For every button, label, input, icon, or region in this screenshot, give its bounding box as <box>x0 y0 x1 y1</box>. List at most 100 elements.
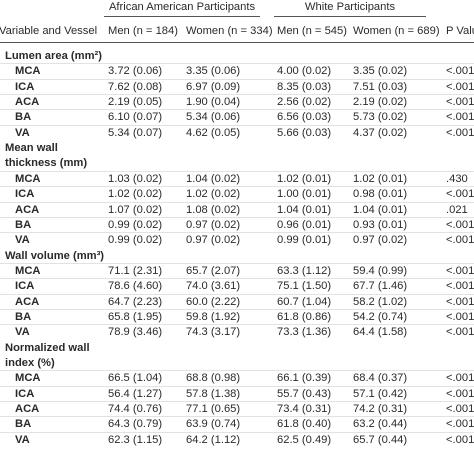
column-header: Women (n = 334) <box>186 25 273 37</box>
p-value: <.001 <box>446 295 474 308</box>
row-separator <box>0 78 474 80</box>
cell-value: 61.8 (0.86) <box>277 310 332 323</box>
row-separator <box>0 401 474 403</box>
cell-value: 3.35 (0.06) <box>186 65 241 78</box>
p-value: <.001 <box>446 326 474 339</box>
cell-value: 1.04 (0.01) <box>353 203 408 216</box>
cell-value: 77.1 (0.65) <box>186 403 241 416</box>
vessel-label: VA <box>15 433 30 446</box>
cell-value: 8.35 (0.03) <box>277 80 332 93</box>
cell-value: 73.3 (1.36) <box>277 326 332 339</box>
cell-value: 5.66 (0.03) <box>277 126 332 139</box>
vessel-label: ACA <box>15 295 40 308</box>
vessel-label: ACA <box>15 403 40 416</box>
p-value: <.001 <box>446 418 474 431</box>
cell-value: 54.2 (0.74) <box>353 310 408 323</box>
row-separator <box>0 370 474 372</box>
vessel-label: MCA <box>15 264 41 277</box>
cell-value: 62.3 (1.15) <box>108 433 163 446</box>
header-rule <box>0 42 474 43</box>
p-value: .430 <box>446 172 468 185</box>
row-separator <box>0 170 474 172</box>
row-separator <box>0 324 474 326</box>
vessel-label: BA <box>15 310 32 323</box>
cell-value: 0.98 (0.01) <box>353 188 408 201</box>
column-header: Men (n = 184) <box>108 25 178 37</box>
p-value: <.001 <box>446 433 474 446</box>
cell-value: 63.2 (0.44) <box>353 418 408 431</box>
row-separator <box>0 216 474 218</box>
cell-value: 74.0 (3.61) <box>186 280 241 293</box>
cell-value: 1.02 (0.02) <box>108 188 163 201</box>
cell-value: 3.72 (0.06) <box>108 65 163 78</box>
cell-value: 6.56 (0.03) <box>277 111 332 124</box>
cell-value: 64.4 (1.58) <box>353 326 408 339</box>
cell-value: 0.99 (0.02) <box>108 218 163 231</box>
section-title: thickness (mm) <box>5 157 88 170</box>
group-rule <box>104 16 260 17</box>
cell-value: 5.34 (0.07) <box>108 126 163 139</box>
cell-value: 1.08 (0.02) <box>186 203 241 216</box>
row-separator <box>0 278 474 280</box>
vessel-label: ICA <box>15 280 35 293</box>
row-separator <box>0 124 474 126</box>
cell-value: 74.2 (0.31) <box>353 403 408 416</box>
row-separator <box>0 385 474 387</box>
cell-value: 1.02 (0.01) <box>277 172 332 185</box>
cell-value: 73.4 (0.31) <box>277 403 332 416</box>
cell-value: 74.4 (0.76) <box>108 403 163 416</box>
row-separator <box>0 201 474 203</box>
p-value: <.001 <box>446 111 474 124</box>
cell-value: 2.56 (0.02) <box>277 96 332 109</box>
row-separator <box>0 293 474 295</box>
cell-value: 64.3 (0.79) <box>108 418 163 431</box>
cell-value: 64.2 (1.12) <box>186 433 241 446</box>
cell-value: 68.4 (0.37) <box>353 372 408 385</box>
cell-value: 4.00 (0.02) <box>277 65 332 78</box>
section-title: Normalized wall <box>5 341 90 354</box>
p-value: <.001 <box>446 387 474 400</box>
group-header: White Participants <box>304 1 396 13</box>
p-value: .021 <box>446 203 468 216</box>
p-value: <.001 <box>446 218 474 231</box>
cell-value: 1.02 (0.02) <box>186 188 241 201</box>
cell-value: 67.7 (1.46) <box>353 280 408 293</box>
cell-value: 58.2 (1.02) <box>353 295 408 308</box>
cell-value: 59.8 (1.92) <box>186 310 241 323</box>
cell-value: 65.7 (2.07) <box>186 264 241 277</box>
cell-value: 68.8 (0.98) <box>186 372 241 385</box>
cell-value: 61.8 (0.40) <box>277 418 332 431</box>
row-separator <box>0 186 474 188</box>
cell-value: 0.97 (0.02) <box>353 234 408 247</box>
cell-value: 60.7 (1.04) <box>277 295 332 308</box>
cell-value: 0.99 (0.02) <box>108 234 163 247</box>
p-value: <.001 <box>446 126 474 139</box>
row-separator <box>0 63 474 65</box>
vessel-label: ICA <box>15 80 35 93</box>
cell-value: 60.0 (2.22) <box>186 295 241 308</box>
vessel-label: ACA <box>15 96 40 109</box>
row-separator <box>0 262 474 264</box>
vessel-label: ACA <box>15 203 40 216</box>
cell-value: 57.8 (1.38) <box>186 387 241 400</box>
cell-value: 2.19 (0.05) <box>108 96 163 109</box>
section-title: Lumen area (mm²) <box>5 50 102 62</box>
cell-value: 78.9 (3.46) <box>108 326 163 339</box>
section-title: Mean wall <box>5 142 58 155</box>
cell-value: 6.97 (0.09) <box>186 80 241 93</box>
p-value: <.001 <box>446 310 474 323</box>
cell-value: 7.62 (0.08) <box>108 80 163 93</box>
row-separator <box>0 109 474 111</box>
cell-value: 64.7 (2.23) <box>108 295 163 308</box>
vessel-label: BA <box>15 111 32 124</box>
row-separator <box>0 94 474 96</box>
cell-value: 5.34 (0.06) <box>186 111 241 124</box>
vessel-label: VA <box>15 326 30 339</box>
vessel-label: MCA <box>15 65 41 78</box>
vessel-label: VA <box>15 234 30 247</box>
cell-value: 0.93 (0.01) <box>353 218 408 231</box>
cell-value: 0.97 (0.02) <box>186 234 241 247</box>
cell-value: 6.10 (0.07) <box>108 111 163 124</box>
cell-value: 3.35 (0.02) <box>353 65 408 78</box>
